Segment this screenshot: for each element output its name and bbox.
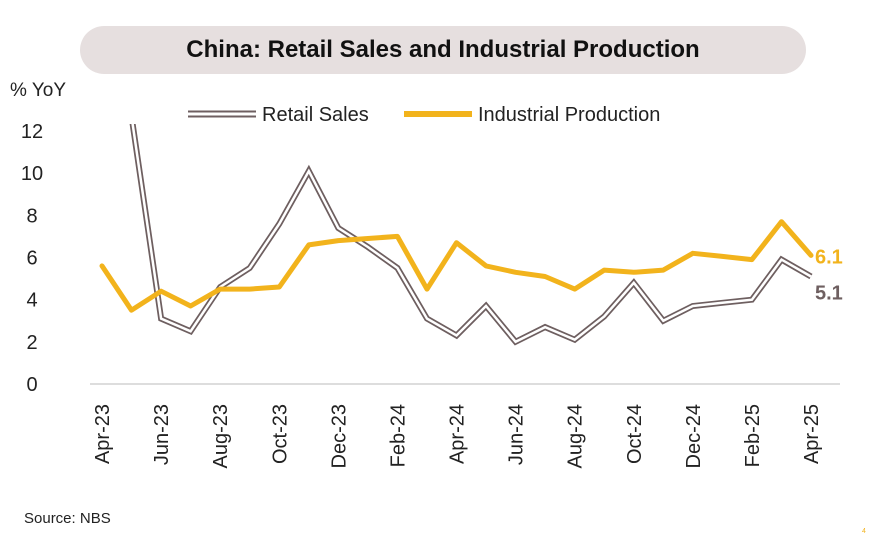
chart-title: China: Retail Sales and Industrial Produ… [80, 26, 806, 74]
y-tick-label: 2 [26, 332, 37, 354]
y-tick-label: 10 [21, 163, 43, 185]
y-tick-label: 8 [26, 205, 37, 227]
y-tick-label: 12 [21, 121, 43, 143]
y-tick-label: 0 [26, 374, 37, 396]
source-note: Source: NBS [24, 510, 111, 527]
x-tick-label: Jun-23 [151, 404, 173, 465]
x-tick-label: Feb-25 [742, 404, 764, 467]
x-tick-label: Apr-24 [447, 404, 469, 464]
x-tick-label: Apr-23 [92, 404, 114, 464]
x-axis-ticks: Apr-23 Jun-23 Aug-23 Oct-23 Dec-23 Feb-24 Apr-… [92, 404, 823, 469]
series-line-retail-sales-inner [131, 124, 812, 344]
end-labels: 5.1 6.1 [815, 246, 843, 304]
end-label-industrial-production: 6.1 [815, 246, 843, 268]
series-layer [99, 124, 814, 346]
y-tick-label: 4 [26, 290, 37, 312]
legend-label-retail-sales: Retail Sales [262, 104, 369, 126]
x-tick-label: Aug-24 [565, 404, 587, 469]
x-tick-label: Feb-24 [387, 404, 409, 467]
x-tick-label: Apr-25 [801, 404, 823, 464]
x-tick-label: Oct-23 [269, 404, 291, 464]
series-line-retail-sales-outline [129, 124, 813, 346]
end-label-retail-sales: 5.1 [815, 282, 843, 304]
series-line-industrial-production [99, 219, 814, 313]
legend-label-industrial-production: Industrial Production [478, 104, 660, 126]
x-tick-label: Dec-23 [328, 404, 350, 468]
y-axis-ticks: 0 2 4 6 8 10 12 [21, 121, 43, 396]
legend: Retail Sales Industrial Production [188, 104, 660, 126]
page-number: 4 [862, 528, 866, 535]
x-tick-label: Aug-23 [210, 404, 232, 469]
y-tick-label: 6 [26, 248, 37, 270]
y-axis-unit-label: % YoY [10, 80, 66, 101]
x-tick-label: Oct-24 [624, 404, 646, 464]
legend-item-retail-sales: Retail Sales [188, 104, 369, 126]
x-tick-label: Jun-24 [506, 404, 528, 465]
x-tick-label: Dec-24 [683, 404, 705, 468]
legend-item-industrial-production: Industrial Production [404, 104, 660, 126]
